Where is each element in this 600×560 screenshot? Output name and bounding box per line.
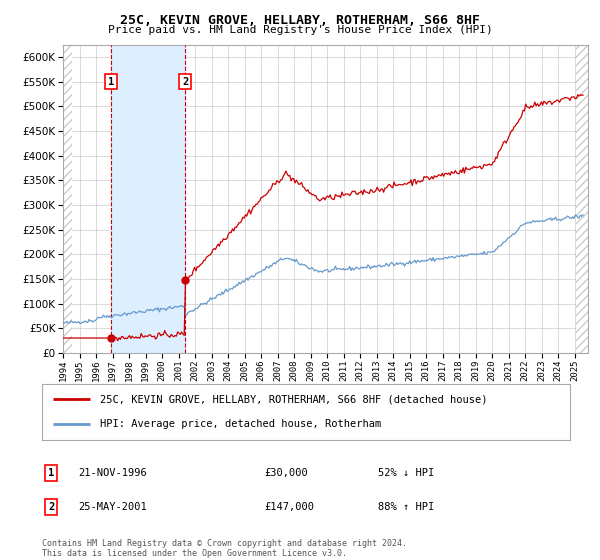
- Text: £147,000: £147,000: [264, 502, 314, 512]
- Text: Price paid vs. HM Land Registry's House Price Index (HPI): Price paid vs. HM Land Registry's House …: [107, 25, 493, 35]
- Text: Contains HM Land Registry data © Crown copyright and database right 2024.
This d: Contains HM Land Registry data © Crown c…: [42, 539, 407, 558]
- Bar: [63, 45, 72, 353]
- Bar: [111, 45, 185, 353]
- Text: 1: 1: [108, 77, 114, 87]
- Text: 88% ↑ HPI: 88% ↑ HPI: [378, 502, 434, 512]
- Text: 1: 1: [48, 468, 54, 478]
- Text: 25C, KEVIN GROVE, HELLABY, ROTHERHAM, S66 8HF: 25C, KEVIN GROVE, HELLABY, ROTHERHAM, S6…: [120, 14, 480, 27]
- Text: 52% ↓ HPI: 52% ↓ HPI: [378, 468, 434, 478]
- Text: 2: 2: [48, 502, 54, 512]
- Text: 25-MAY-2001: 25-MAY-2001: [78, 502, 147, 512]
- Text: 2: 2: [182, 77, 188, 87]
- Text: £30,000: £30,000: [264, 468, 308, 478]
- Text: HPI: Average price, detached house, Rotherham: HPI: Average price, detached house, Roth…: [100, 419, 382, 429]
- Text: 21-NOV-1996: 21-NOV-1996: [78, 468, 147, 478]
- Text: 25C, KEVIN GROVE, HELLABY, ROTHERHAM, S66 8HF (detached house): 25C, KEVIN GROVE, HELLABY, ROTHERHAM, S6…: [100, 394, 488, 404]
- Bar: [577, 45, 588, 353]
